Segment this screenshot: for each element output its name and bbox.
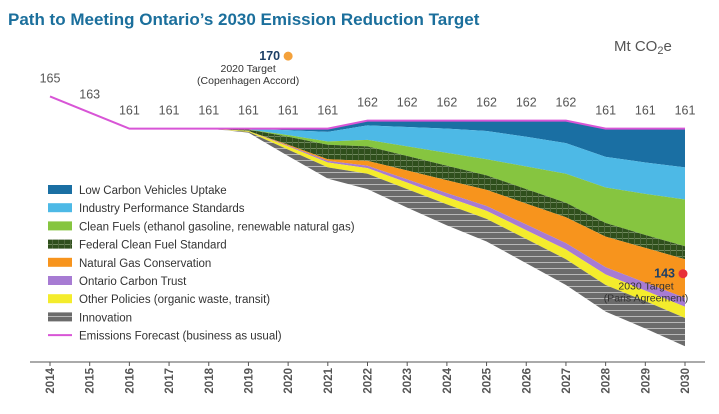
x-tick-label-2024: 2024 — [442, 367, 454, 393]
value-label-2024: 162 — [436, 96, 457, 110]
target-value-2020: 170 — [259, 49, 280, 63]
target-sublabel-2020: (Copenhagen Accord) — [197, 75, 299, 87]
value-label-2025: 162 — [476, 96, 497, 110]
forecast-line-group — [49, 95, 685, 130]
value-label-2026: 162 — [516, 96, 537, 110]
area-industry-performance-standards — [50, 96, 685, 200]
x-tick-label-2022: 2022 — [363, 368, 375, 394]
forecast-line — [49, 95, 685, 130]
legend-label-forecast: Emissions Forecast (business as usual) — [79, 331, 282, 343]
legend-label-clean-fuels-ethanol-gasoline-renewable-natural-gas: Clean Fuels (ethanol gasoline, renewable… — [79, 221, 355, 233]
chart-title: Path to Meeting Ontario’s 2030 Emission … — [8, 10, 480, 29]
legend-swatch-other-policies-organic-waste-transit — [48, 294, 72, 304]
legend-swatch-natural-gas-conservation — [48, 257, 72, 267]
legend-label-innovation: Innovation — [79, 312, 132, 324]
legend-label-low-carbon-vehicles-uptake: Low Carbon Vehicles Uptake — [79, 185, 227, 197]
value-label-2018: 161 — [198, 104, 219, 118]
legend-swatch-ontario-carbon-trust — [48, 276, 72, 285]
value-label-2028: 161 — [595, 104, 616, 118]
legend-swatch-federal-clean-fuel-standard — [48, 239, 72, 249]
value-label-2021: 161 — [317, 104, 338, 118]
value-label-2019: 161 — [238, 104, 259, 118]
value-label-2030: 161 — [675, 104, 696, 118]
stacked-areas — [50, 96, 685, 347]
x-tick-label-2017: 2017 — [164, 368, 176, 394]
x-tick-label-2018: 2018 — [204, 367, 216, 393]
legend-label-other-policies-organic-waste-transit: Other Policies (organic waste, transit) — [79, 294, 270, 306]
target-label-2030: 2030 Target — [618, 281, 673, 293]
value-label-2015: 163 — [79, 88, 100, 102]
legend-label-ontario-carbon-trust: Ontario Carbon Trust — [79, 276, 187, 288]
value-label-2023: 162 — [397, 96, 418, 110]
forecast-value-labels: 165 163 161 161 161 161 161 161 162 162 162 162 162 1… — [40, 71, 696, 117]
legend: Low Carbon Vehicles Uptake Industry Perfo… — [48, 185, 355, 343]
x-tick-label-2030: 2030 — [680, 368, 692, 394]
x-tick-label-2014: 2014 — [45, 367, 57, 393]
value-label-2017: 161 — [159, 104, 180, 118]
value-label-2029: 161 — [635, 104, 656, 118]
x-tick-label-2026: 2026 — [521, 368, 533, 394]
target-sublabel-2030: (Paris Agreement) — [604, 293, 689, 305]
value-label-2016: 161 — [119, 104, 140, 118]
x-tick-label-2023: 2023 — [402, 368, 414, 394]
x-tick-label-2019: 2019 — [243, 368, 255, 394]
value-label-2020: 161 — [278, 104, 299, 118]
value-label-2014: 165 — [40, 71, 61, 85]
x-tick-label-2027: 2027 — [561, 368, 573, 394]
target-label-2020: 2020 Target — [220, 63, 275, 75]
x-tick-label-2021: 2021 — [323, 367, 335, 393]
x-tick-label-2015: 2015 — [85, 367, 97, 393]
legend-label-natural-gas-conservation: Natural Gas Conservation — [79, 258, 211, 270]
value-label-2022: 162 — [357, 96, 378, 110]
target-marker-2020 — [283, 51, 293, 61]
legend-swatch-clean-fuels-ethanol-gasoline-renewable-natural-gas — [48, 221, 72, 231]
legend-label-industry-performance-standards: Industry Performance Standards — [79, 203, 245, 215]
x-axis-ticks: 2014 2015 2016 2017 2018 2019 2020 2021 2022 2023… — [45, 362, 692, 394]
area-low-carbon-vehicles-uptake — [50, 96, 685, 168]
x-tick-label-2029: 2029 — [640, 368, 652, 394]
x-tick-label-2020: 2020 — [283, 368, 295, 394]
target-value-2030: 143 — [654, 267, 675, 281]
x-tick-label-2028: 2028 — [601, 367, 613, 393]
legend-swatch-industry-performance-standards — [48, 203, 72, 213]
x-tick-label-2025: 2025 — [482, 367, 494, 393]
legend-label-federal-clean-fuel-standard: Federal Clean Fuel Standard — [79, 240, 227, 252]
legend-swatch-innovation — [48, 312, 72, 322]
value-label-2027: 162 — [556, 96, 577, 110]
units-label: Mt CO2e — [614, 38, 672, 57]
x-tick-label-2016: 2016 — [124, 368, 136, 394]
legend-swatch-low-carbon-vehicles-uptake — [48, 185, 72, 194]
target-marker-2030 — [678, 269, 688, 279]
